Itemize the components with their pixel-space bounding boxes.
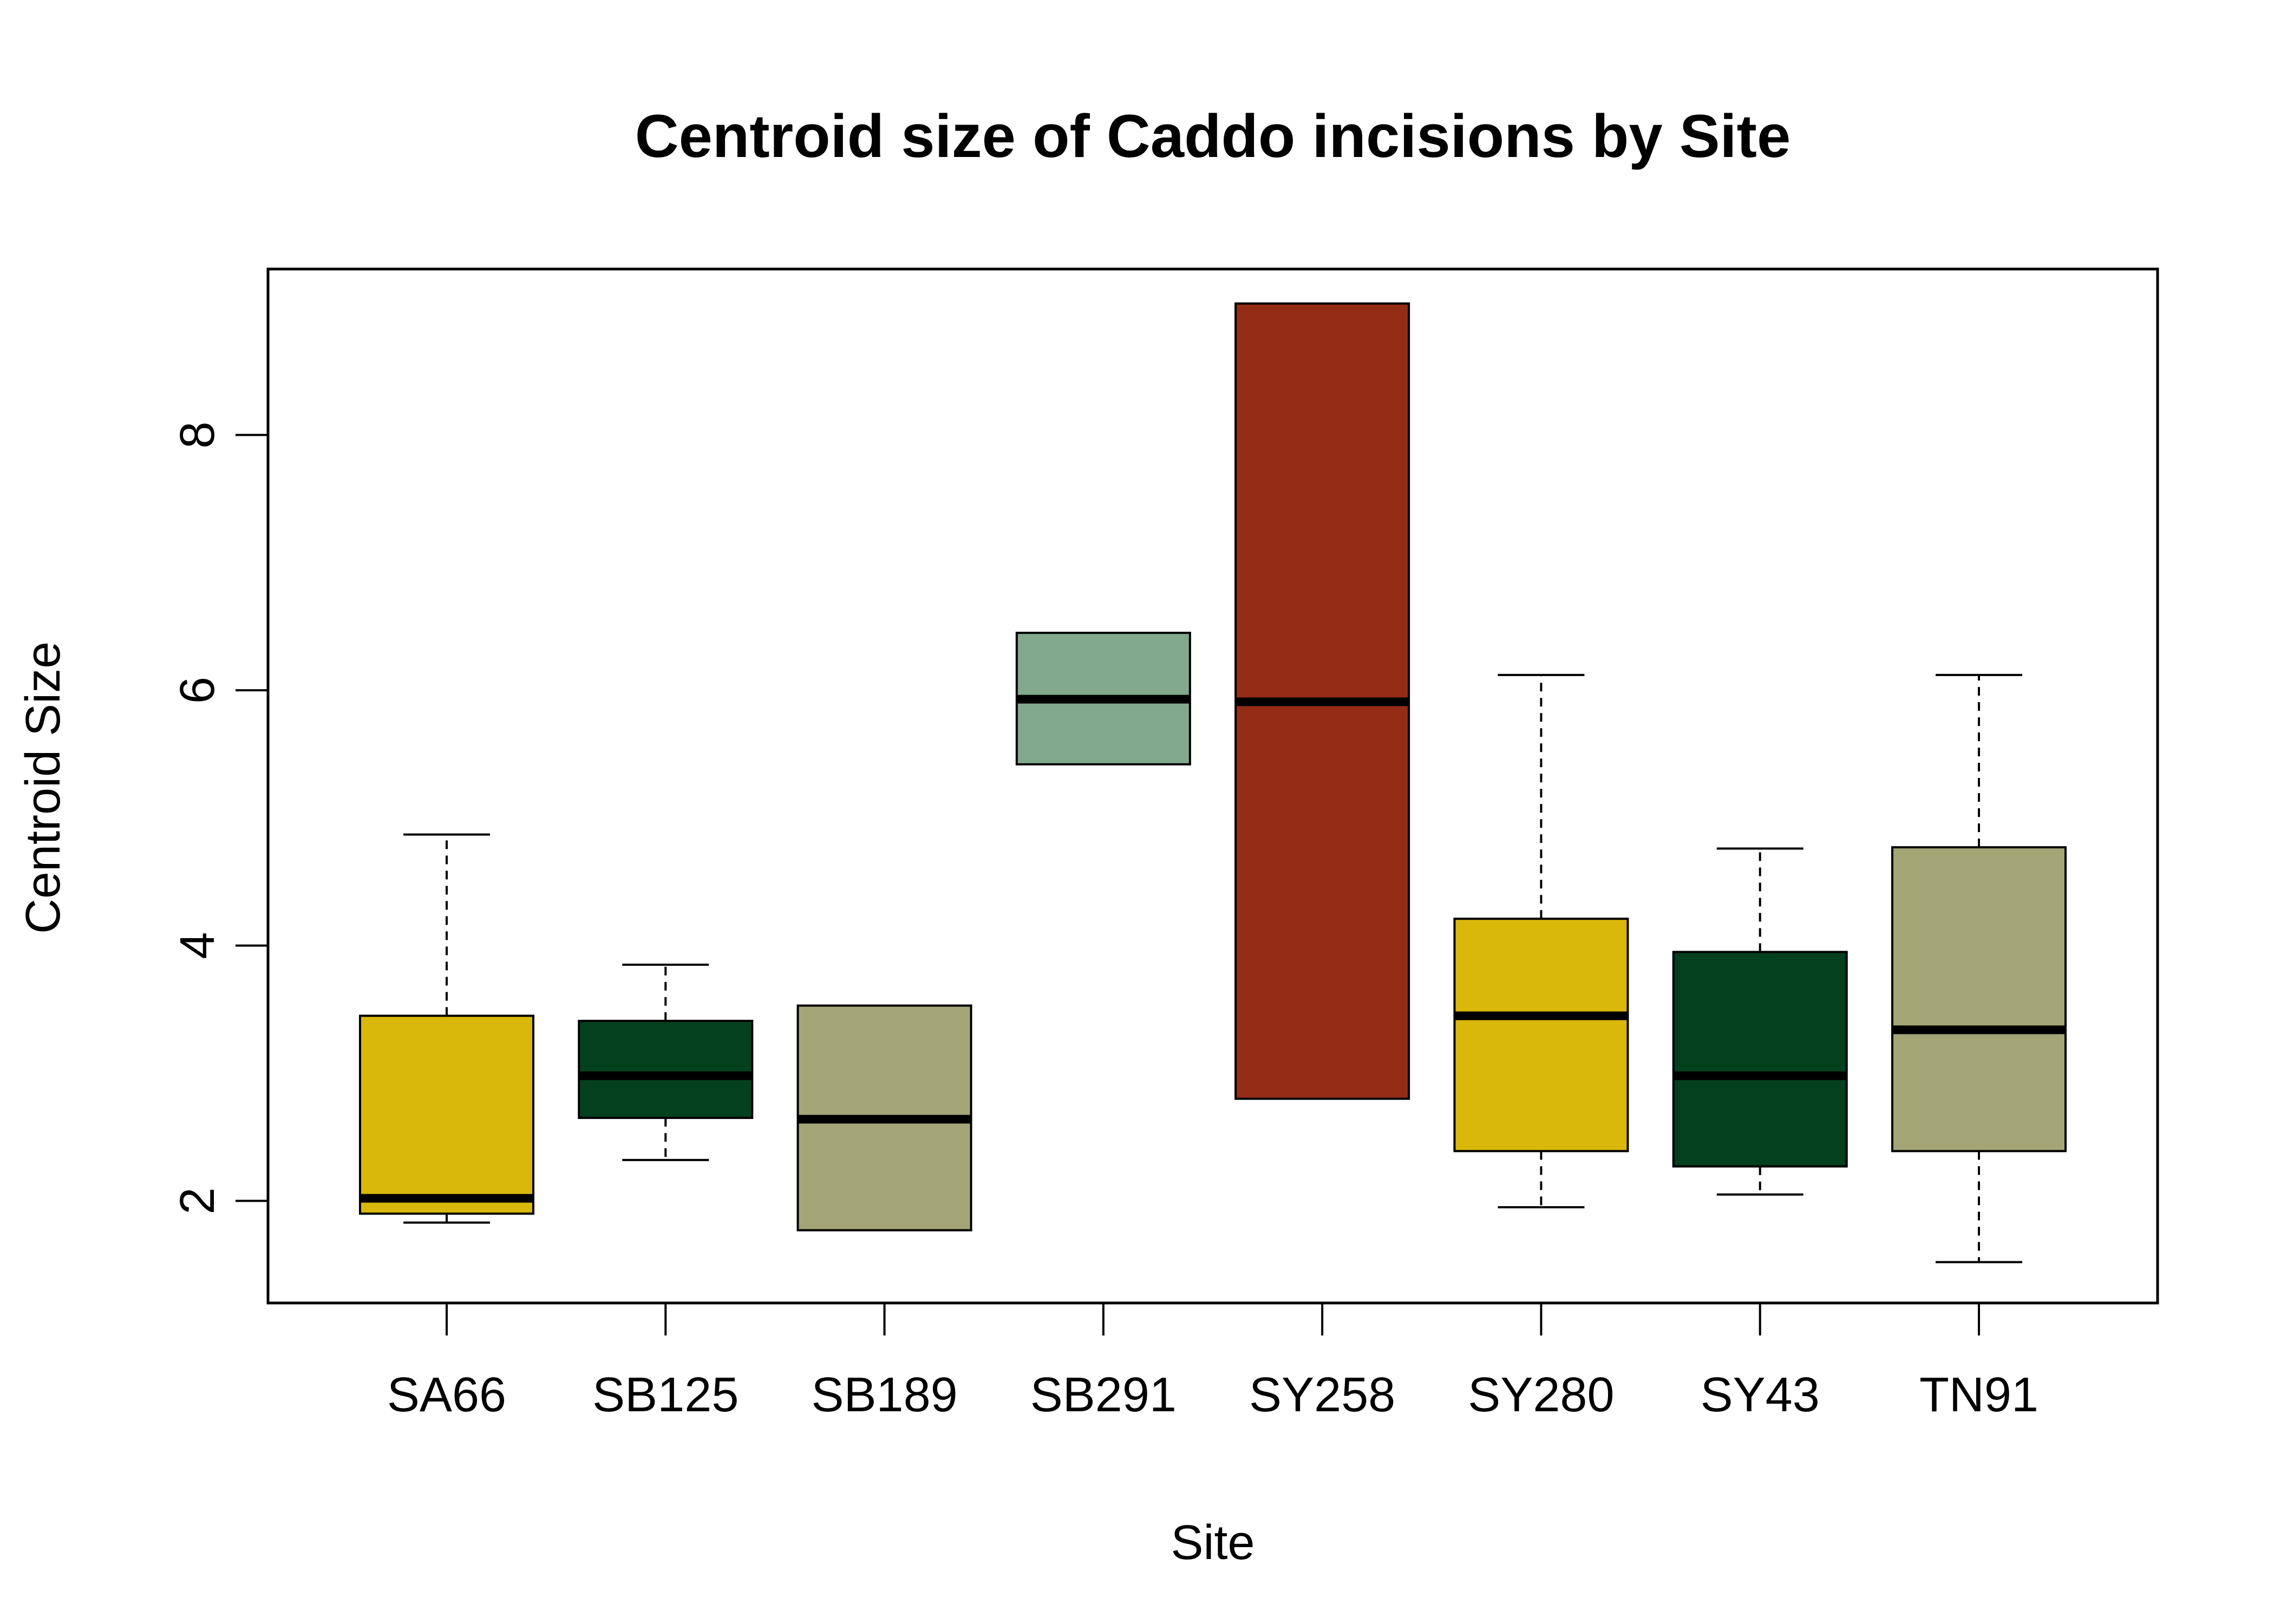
iqr-box	[1453, 918, 1629, 1152]
box-SY43	[1672, 847, 1848, 1196]
iqr-box	[1891, 846, 2067, 1152]
iqr-box	[359, 1014, 534, 1215]
box-SB291	[1015, 632, 1191, 765]
x-tick-label-SY280: SY280	[1468, 1368, 1614, 1422]
x-tick-label-SB291: SB291	[1030, 1368, 1177, 1422]
x-axis-label: Site	[1171, 1516, 1254, 1570]
y-tick-label: 2	[171, 1187, 225, 1214]
x-tick-label-SY258: SY258	[1249, 1368, 1395, 1422]
box-SB189	[796, 1004, 972, 1232]
y-tick-label: 6	[171, 677, 225, 704]
y-axis-label: Centroid Size	[16, 641, 70, 934]
box-TN91	[1891, 673, 2067, 1263]
box-SA66	[359, 833, 534, 1224]
x-tick-label-SA66: SA66	[387, 1368, 506, 1422]
iqr-box	[578, 1019, 754, 1119]
x-tick-label-SY43: SY43	[1701, 1368, 1820, 1422]
box-SY280	[1453, 673, 1629, 1209]
y-tick-label: 4	[171, 932, 225, 959]
x-tick-label-TN91: TN91	[1919, 1368, 2038, 1422]
x-tick-label-SB125: SB125	[592, 1368, 739, 1422]
x-axis: SA66 SB125 SB189 SB291 SY258 SY280 SY43 TN91	[387, 1302, 2038, 1422]
box-SB125	[578, 964, 754, 1161]
box-SY258	[1234, 302, 1410, 1100]
x-tick-label-SB189: SB189	[811, 1368, 957, 1422]
boxes	[359, 302, 2067, 1263]
y-axis: 2 4 6 8	[171, 422, 269, 1214]
chart-title: Centroid size of Caddo incisions by Site	[635, 102, 1791, 170]
y-tick-label: 8	[171, 422, 225, 449]
iqr-box	[1672, 951, 1848, 1168]
